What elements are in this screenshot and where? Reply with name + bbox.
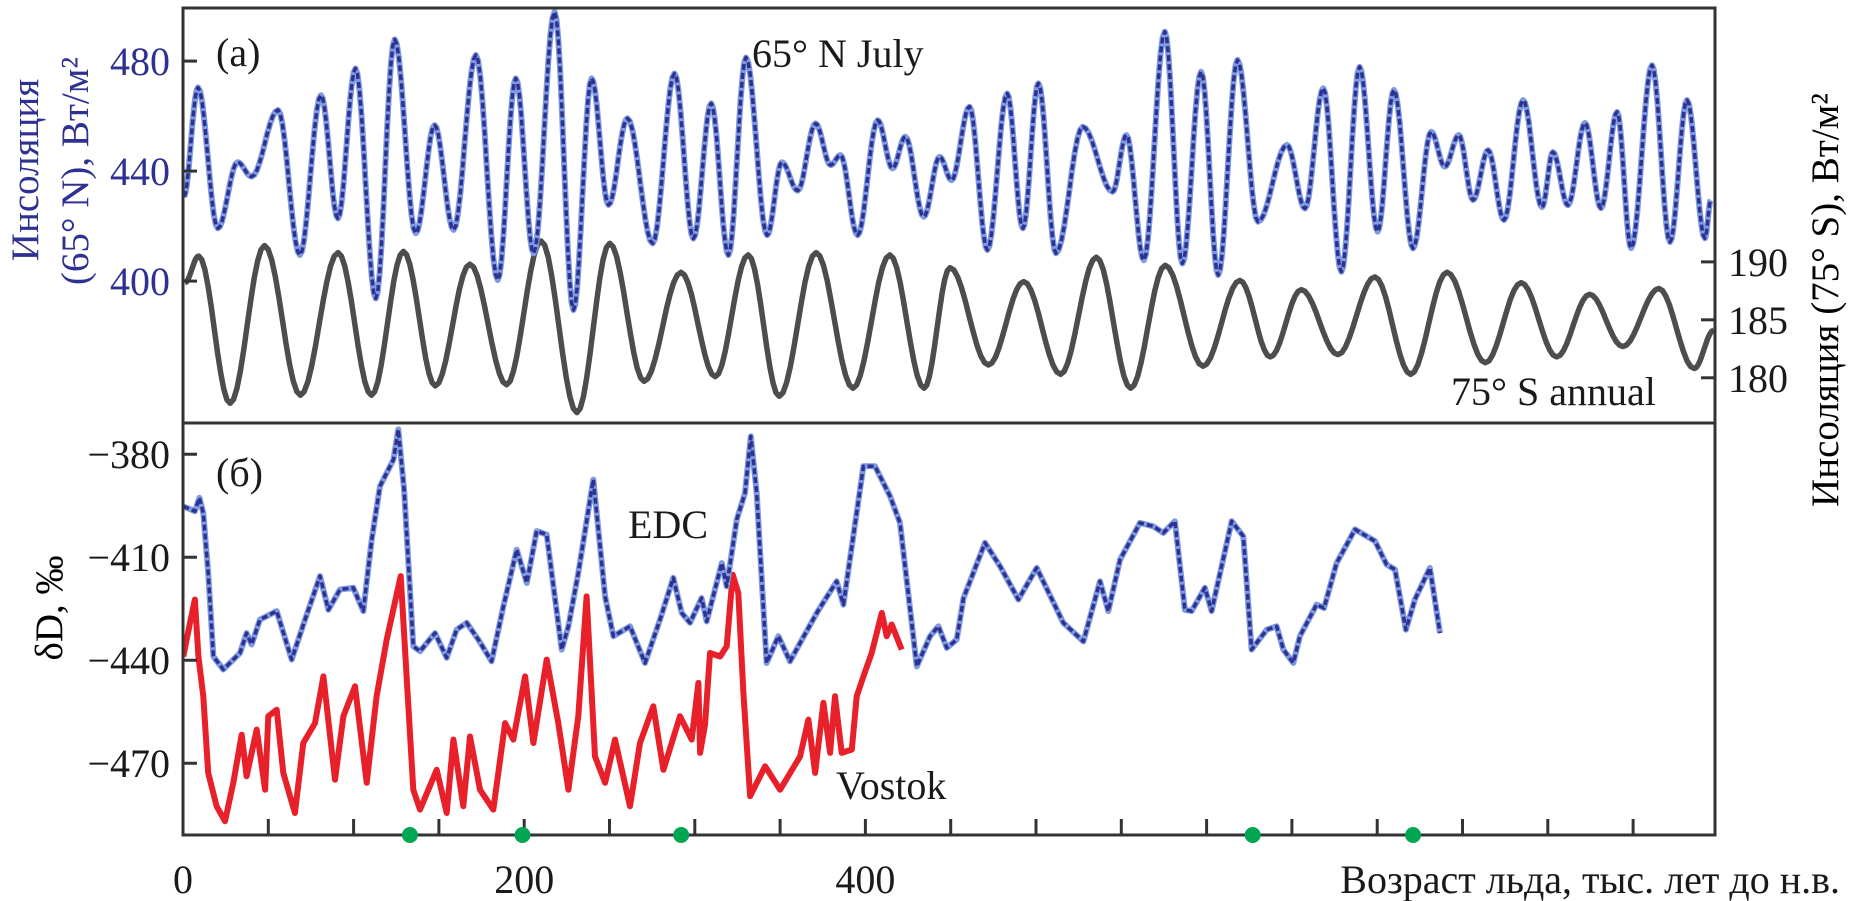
age-marker-dot [673, 827, 690, 843]
panel-label-b: (б) [216, 450, 263, 495]
series-line-65n-july [183, 10, 1713, 312]
y-tick-label-right: 185 [1728, 298, 1788, 343]
y-tick-label-right: 180 [1728, 356, 1788, 401]
age-marker-dot [514, 827, 531, 843]
series-label-75s-annual: 75° S annual [1451, 369, 1656, 414]
chart-marks [183, 8, 1715, 825]
left-axis-title-top-line2: (65° N), Вт/м² [54, 57, 97, 285]
x-tick-label: 200 [494, 857, 554, 901]
y-tick-label-left-top: 440 [110, 149, 170, 194]
left-axis-title-top-line1: Инсоляция [4, 79, 47, 261]
panel-b-plot-area [183, 426, 1443, 825]
panel-label-a: (a) [216, 30, 260, 75]
series-line-65n-july-halo [183, 8, 1714, 313]
series-label-65n-july: 65° N July [752, 31, 924, 76]
left-axis-title-bottom: δD, ‰ [28, 555, 71, 660]
y-tick-label-left-bottom: −440 [87, 638, 170, 683]
x-tick-label: 0 [173, 857, 193, 901]
series-line-edc [183, 427, 1442, 672]
axis-ticks: 0 200 400 480 440 400 190 185 180 −380 −410 −440 −47… [87, 39, 1788, 901]
y-tick-label-left-bottom: −380 [87, 432, 170, 477]
series-line-vostok [183, 571, 905, 825]
age-marker-dot [401, 827, 418, 843]
panel-a-plot-area [183, 8, 1715, 416]
x-tick-label: 400 [835, 857, 895, 901]
y-tick-label-left-top: 480 [110, 39, 170, 84]
x-axis-title: Возраст льда, тыс. лет до н.в. [1340, 857, 1840, 901]
y-tick-label-left-bottom: −410 [87, 535, 170, 580]
series-label-edc: EDC [628, 502, 708, 547]
series-label-vostok: Vostok [836, 763, 946, 808]
right-axis-title: Инсоляция (75° S), Вт/м² [1804, 93, 1847, 507]
age-marker-dot [1244, 827, 1261, 843]
y-tick-label-left-bottom: −470 [87, 741, 170, 786]
series-line-75s-annual [183, 238, 1715, 416]
age-marker-dot [1405, 827, 1422, 843]
y-tick-label-right: 190 [1728, 240, 1788, 285]
y-tick-label-left-top: 400 [110, 259, 170, 304]
